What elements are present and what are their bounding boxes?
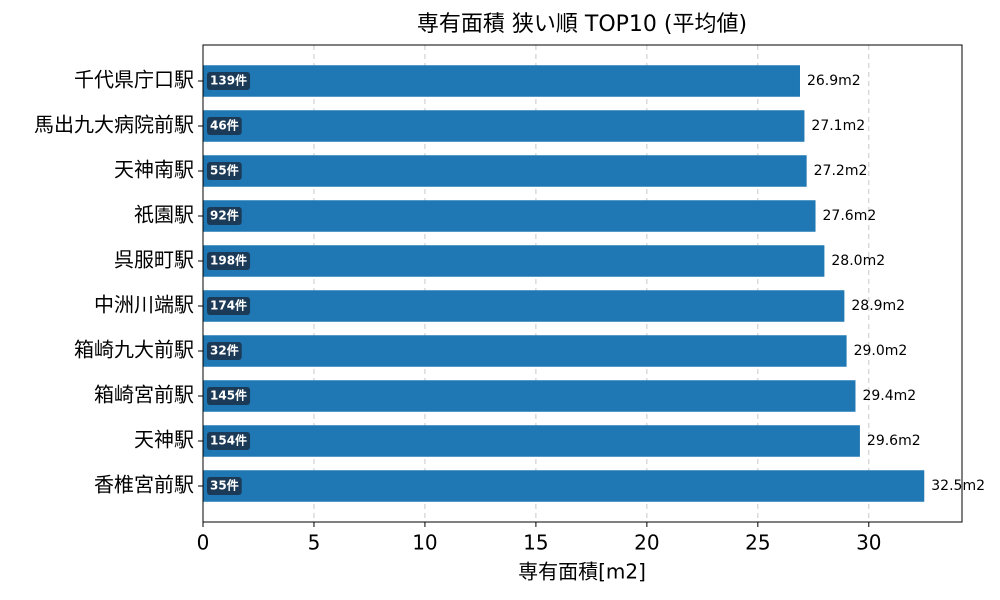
bar (203, 335, 847, 367)
value-label: 28.0m2 (831, 253, 885, 269)
y-tick-label: 呉服町駅 (114, 248, 194, 272)
count-label: 139件 (210, 73, 247, 88)
y-tick-label: 祇園駅 (134, 203, 194, 227)
x-tick-label: 20 (634, 531, 659, 555)
count-label: 32件 (210, 343, 239, 358)
plot-frame (202, 44, 963, 523)
x-tick-label: 25 (745, 531, 770, 555)
y-tick-label: 天神駅 (134, 428, 194, 452)
count-label-box (207, 297, 251, 315)
x-tick-label: 10 (412, 531, 437, 555)
y-tick-label: 箱崎九大前駅 (74, 338, 194, 362)
count-label: 46件 (210, 118, 239, 133)
count-label-box (207, 162, 242, 180)
y-tick-label: 中洲川端駅 (94, 293, 194, 317)
y-tick-label: 千代県庁口駅 (74, 68, 194, 92)
count-label: 198件 (210, 253, 247, 268)
bar (203, 290, 845, 322)
value-label: 29.6m2 (867, 433, 921, 449)
x-tick-label: 5 (308, 531, 321, 555)
y-tick-label: 香椎宮前駅 (94, 473, 194, 497)
count-label: 145件 (210, 388, 247, 403)
count-label: 154件 (210, 433, 247, 448)
count-label: 174件 (210, 298, 247, 313)
count-label-box (207, 477, 242, 495)
value-label: 27.2m2 (814, 163, 868, 179)
value-label: 29.4m2 (862, 388, 916, 404)
count-label-box (207, 432, 251, 450)
count-label-box (207, 117, 242, 135)
count-label-box (207, 387, 251, 405)
bar (203, 155, 807, 187)
bar (203, 110, 805, 142)
bar (203, 470, 925, 502)
bar (203, 380, 856, 412)
count-label: 35件 (210, 478, 239, 493)
x-axis-label: 専有面積[m2] (518, 560, 646, 584)
count-label: 55件 (210, 163, 239, 178)
value-label: 27.6m2 (823, 208, 877, 224)
count-label: 92件 (210, 208, 239, 223)
bar (203, 200, 816, 232)
bar (203, 245, 825, 277)
value-label: 26.9m2 (807, 73, 861, 89)
chart-title: 専有面積 狭い順 TOP10 (平均値) (417, 12, 747, 37)
x-tick-label: 15 (523, 531, 548, 555)
x-tick-label: 0 (197, 531, 210, 555)
count-label-box (207, 207, 242, 225)
count-label-box (207, 72, 251, 90)
value-label: 28.9m2 (851, 298, 905, 314)
count-label-box (207, 342, 242, 360)
y-tick-label: 天神南駅 (114, 158, 194, 182)
count-label-box (207, 252, 251, 270)
bar (203, 425, 860, 457)
value-label: 27.1m2 (811, 118, 865, 134)
value-label: 32.5m2 (931, 478, 985, 494)
x-tick-label: 30 (856, 531, 881, 555)
y-tick-label: 馬出九大病院前駅 (34, 113, 194, 137)
value-label: 29.0m2 (854, 343, 908, 359)
bar (203, 65, 800, 97)
y-tick-label: 箱崎宮前駅 (94, 383, 194, 407)
